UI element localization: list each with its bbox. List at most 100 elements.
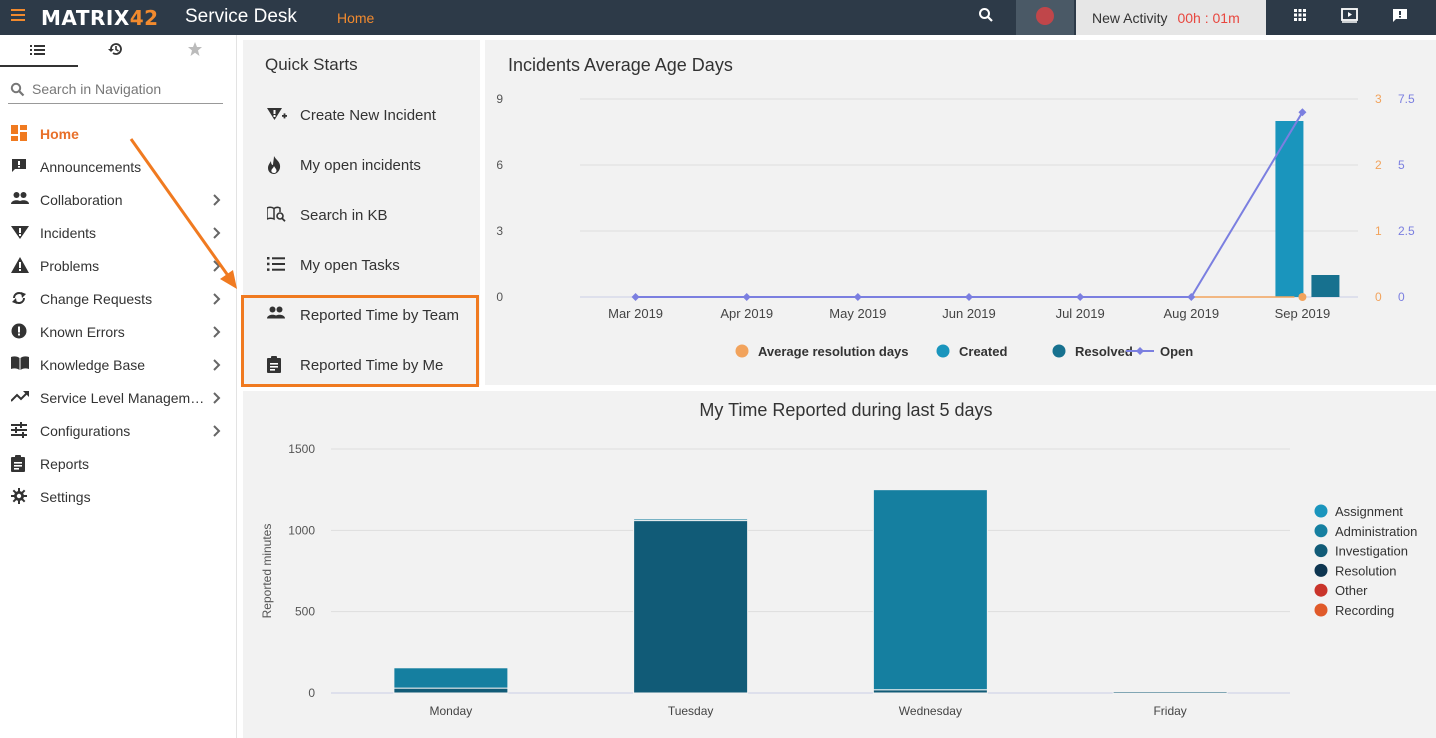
chevron-right-icon[interactable] (213, 259, 223, 272)
layout-gap (237, 35, 1436, 40)
legend-label: Assignment (1335, 504, 1403, 519)
chevron-right-icon[interactable] (213, 292, 223, 305)
sidebar-item-settings[interactable]: Settings (0, 480, 237, 513)
sidebar-item-service-level-management[interactable]: Service Level Management (0, 381, 237, 414)
x-tick-label: Jun 2019 (942, 306, 996, 321)
x-tick-label: Wednesday (899, 704, 962, 718)
legend-label: Created (959, 344, 1007, 359)
error-icon (11, 323, 28, 340)
task-list-icon (267, 256, 287, 274)
x-tick-label: Sep 2019 (1275, 306, 1331, 321)
bar-segment-administration (872, 489, 988, 691)
y-right2-tick-label: 7.5 (1398, 92, 1415, 106)
data-point (1187, 293, 1196, 301)
quick-start-reported-time-by-me[interactable]: Reported Time by Me (243, 340, 480, 390)
x-tick-label: May 2019 (829, 306, 886, 321)
bar-segment-investigation (633, 520, 749, 694)
legend-label: Recording (1335, 603, 1394, 618)
y-tick-label: 1500 (288, 442, 315, 456)
sidebar-item-change-requests[interactable]: Change Requests (0, 282, 237, 315)
chevron-right-icon[interactable] (213, 325, 223, 338)
tab-favorites[interactable] (156, 35, 234, 67)
sidebar-item-label: Settings (40, 489, 91, 505)
apps-grid-icon[interactable] (1293, 8, 1311, 26)
search-icon[interactable] (978, 7, 1002, 29)
sidebar-item-configurations[interactable]: Configurations (0, 414, 237, 447)
bar-segment-investigation (393, 687, 509, 694)
chevron-right-icon[interactable] (213, 391, 223, 404)
time-reported-chart: My Time Reported during last 5 days Repor… (260, 400, 1417, 718)
book-icon (11, 356, 29, 373)
quick-start-reported-time-by-team[interactable]: Reported Time by Team (243, 290, 480, 340)
sidebar-item-home[interactable]: Home (0, 117, 237, 150)
y-right2-tick-label: 2.5 (1398, 224, 1415, 238)
presentation-icon[interactable] (1341, 8, 1359, 26)
hamburger-menu-icon[interactable] (11, 9, 25, 23)
time-reported-chart-panel: My Time Reported during last 5 days Repor… (243, 391, 1436, 738)
quick-start-my-open-tasks[interactable]: My open Tasks (243, 240, 480, 290)
star-icon (188, 42, 202, 56)
trending-icon (10, 389, 29, 406)
x-tick-label: Friday (1153, 704, 1186, 718)
legend-marker (735, 344, 749, 358)
quick-start-label: My open incidents (300, 157, 421, 174)
layout-gap (237, 385, 1436, 391)
feedback-icon[interactable] (1392, 8, 1410, 26)
x-tick-label: Apr 2019 (720, 306, 773, 321)
quick-start-search-in-kb[interactable]: Search in KB (243, 190, 480, 240)
clipboard-icon (11, 455, 28, 472)
sidebar-item-announcements[interactable]: Announcements (0, 150, 237, 183)
announcement-icon (11, 158, 28, 175)
app-logo[interactable]: MATRIX42 (41, 6, 159, 30)
breadcrumb[interactable]: Home (337, 10, 375, 26)
incident-add-icon (267, 106, 287, 124)
chevron-right-icon[interactable] (213, 193, 223, 206)
y-right-tick-label: 1 (1375, 224, 1382, 238)
tab-history[interactable] (78, 35, 156, 67)
tune-icon (11, 422, 28, 439)
x-tick-label: Jul 2019 (1056, 306, 1105, 321)
quick-start-create-new-incident[interactable]: Create New Incident (243, 90, 480, 140)
bar-created (1275, 121, 1304, 297)
sidebar-item-label: Change Requests (40, 291, 153, 307)
sidebar-item-knowledge-base[interactable]: Knowledge Base (0, 348, 237, 381)
sidebar-item-incidents[interactable]: Incidents (0, 216, 237, 249)
sidebar-item-reports[interactable]: Reports (0, 447, 237, 480)
legend-label: Resolution (1335, 563, 1396, 578)
quick-start-my-open-incidents[interactable]: My open incidents (243, 140, 480, 190)
chevron-right-icon[interactable] (213, 226, 223, 239)
sync-icon (11, 290, 28, 307)
y-tick-label: 0 (496, 290, 503, 304)
history-icon (108, 43, 122, 55)
chevron-right-icon[interactable] (213, 424, 223, 437)
chart-title: Incidents Average Age Days (508, 55, 733, 75)
sidebar-item-known-errors[interactable]: Known Errors (0, 315, 237, 348)
navigation-sidebar: Home Announcements Collaboration Incidents P… (0, 35, 237, 738)
quick-starts-panel: Quick Starts Create New Incident My open … (243, 40, 480, 385)
people-icon (11, 191, 29, 208)
y-tick-label: 0 (308, 686, 315, 700)
y-tick-label: 6 (496, 158, 503, 172)
sidebar-item-label: Home (40, 126, 79, 142)
x-tick-label: Monday (430, 704, 473, 718)
chevron-right-icon[interactable] (213, 358, 223, 371)
record-icon (1036, 7, 1054, 25)
sidebar-item-problems[interactable]: Problems (0, 249, 237, 282)
tab-navigation[interactable] (0, 35, 78, 67)
sidebar-item-label: Problems (40, 258, 100, 274)
layout-gap (480, 35, 485, 385)
sidebar-item-collaboration[interactable]: Collaboration (0, 183, 237, 216)
legend-marker (1314, 524, 1328, 538)
legend-marker (1314, 504, 1328, 518)
nav-search-input[interactable] (32, 79, 220, 99)
y-tick-label: 9 (496, 92, 503, 106)
legend-label: Resolved (1075, 344, 1133, 359)
incidents-age-chart-panel: Incidents Average Age Days 0 3 6 9 0 1 2 3 0 2.5 5… (485, 40, 1436, 385)
legend-label: Investigation (1335, 544, 1408, 559)
record-button[interactable] (1016, 0, 1074, 35)
y-right-tick-label: 0 (1375, 290, 1382, 304)
data-point (1298, 293, 1307, 301)
new-activity-button[interactable]: New Activity 00h : 01m (1076, 0, 1266, 35)
incident-icon (11, 224, 29, 241)
quick-start-label: Search in KB (300, 207, 388, 224)
